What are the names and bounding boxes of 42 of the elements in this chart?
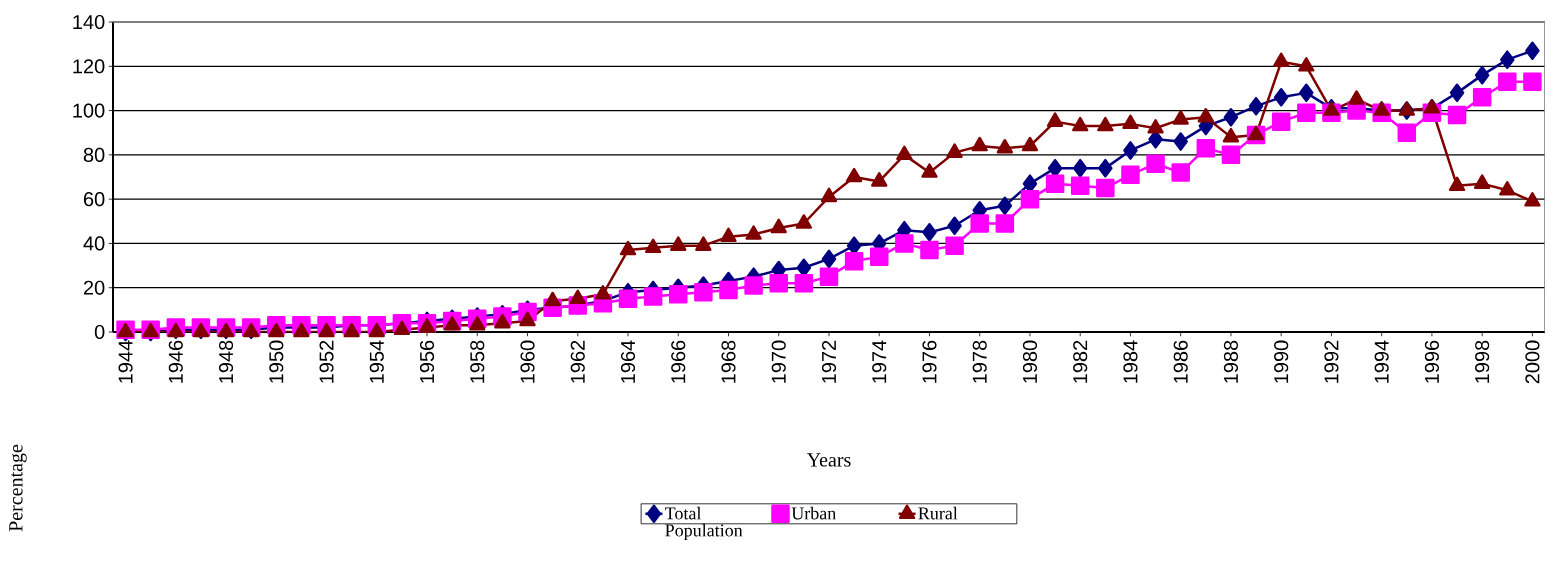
x-tick-label: 1996 [1424,340,1439,383]
x-tick-label: 1964 [620,340,636,383]
y-tick-label: 80 [83,147,105,162]
x-tick-label: 1972 [821,340,837,383]
y-tick-label: 60 [83,192,105,207]
x-tick-label: 1998 [1475,340,1490,383]
x-tick-label: 1956 [419,340,435,383]
y-tick-label: 40 [83,236,105,251]
x-tick-label: 1952 [319,340,334,383]
x-tick-label: 1982 [1073,340,1088,383]
x-tick-label: 1944 [118,340,133,383]
x-tick-label: 1992 [1324,340,1339,383]
y-tick-label: 140 [73,14,105,30]
x-tick-label: 1984 [1123,340,1138,383]
x-tick-label: 1970 [771,340,786,383]
y-axis-title: Percentage [9,444,27,532]
y-tick-label: 0 [94,324,105,340]
x-tick-label: 1974 [872,340,887,383]
y-tick-label: 100 [73,103,105,118]
x-tick-label: 1986 [1173,340,1188,383]
x-tick-label: 1946 [168,340,183,383]
x-tick-label: 1978 [972,340,987,383]
x-tick-label: 1960 [520,340,535,383]
y-tick-label: 120 [73,59,105,74]
x-tick-label: 2000 [1525,340,1540,384]
legend-label: Urban [791,506,836,520]
x-tick-label: 1966 [671,340,686,383]
x-tick-label: 1994 [1374,340,1389,383]
legend-label: Rural [918,506,958,520]
x-axis-title: Years [806,453,851,467]
x-tick-label: 1968 [721,340,736,383]
x-tick-label: 1962 [570,340,585,383]
x-tick-label: 1980 [1022,340,1038,383]
x-tick-label: 1948 [218,340,234,383]
x-tick-label: 1988 [1223,340,1239,383]
x-tick-label: 1950 [269,340,284,383]
x-tick-label: 1958 [470,340,485,383]
x-tick-label: 1976 [922,340,937,383]
x-tick-label: 1990 [1274,340,1289,383]
y-tick-label: 20 [83,280,105,295]
legend-label: Total Population [665,506,743,541]
x-tick-label: 1954 [369,340,384,383]
